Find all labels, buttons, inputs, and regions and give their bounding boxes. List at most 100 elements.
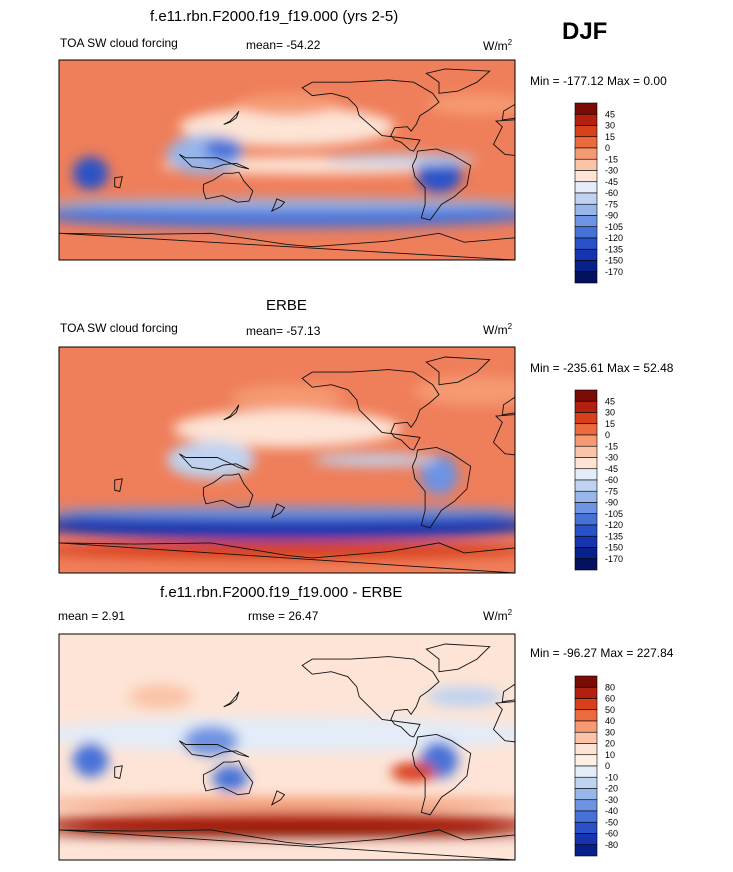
colorbar-tick-label: -15 — [605, 154, 618, 164]
colorbar-swatch — [574, 170, 598, 183]
colorbar-swatch — [574, 147, 598, 160]
panel-2-units: W/m2 — [483, 322, 513, 337]
colorbar-tick-label: -40 — [605, 806, 618, 816]
colorbar-tick-label: -135 — [605, 531, 623, 541]
colorbar-tick-label: 30 — [605, 408, 615, 418]
coastline — [425, 643, 491, 673]
field-blob — [128, 684, 192, 710]
colorbar-tick-label: -120 — [605, 233, 623, 243]
map-frame — [58, 346, 516, 574]
coastline — [59, 542, 515, 573]
colorbar-swatch — [574, 547, 598, 560]
colorbar-swatch — [574, 389, 598, 402]
panel-1-minmax: Min = -177.12 Max = 0.00 — [530, 74, 667, 88]
colorbar-tick-label: 80 — [605, 682, 615, 692]
colorbar-tick-label: 0 — [605, 430, 610, 440]
panel-2-left-label: TOA SW cloud forcing — [60, 321, 178, 335]
colorbar-tick-label: -150 — [605, 543, 623, 553]
colorbar-swatch — [574, 686, 598, 699]
season-label: DJF — [562, 18, 608, 45]
field-blob — [59, 812, 515, 833]
colorbar-swatch — [574, 423, 598, 436]
coastline — [223, 110, 240, 125]
panel-2-minmax: Min = -235.61 Max = 52.48 — [530, 361, 674, 375]
field-blob — [173, 409, 401, 448]
colorbar-swatch — [574, 113, 598, 126]
colorbar-tick-label: -150 — [605, 256, 623, 266]
colorbar-swatch — [574, 720, 598, 733]
field-blob — [230, 384, 344, 410]
colorbar-tick-label: -10 — [605, 772, 618, 782]
colorbar-tick-label: -30 — [605, 453, 618, 463]
colorbar-tick-label: -170 — [605, 267, 623, 277]
colorbar-swatch — [574, 434, 598, 447]
coastline — [301, 656, 440, 738]
coastline — [270, 790, 286, 806]
field-blob — [59, 797, 515, 810]
coastline — [501, 683, 515, 703]
colorbar-tick-label: -20 — [605, 784, 618, 794]
field-blob — [72, 156, 109, 190]
colorbar-swatch — [574, 468, 598, 481]
coastline — [501, 103, 515, 121]
colorbar-tick-label: -105 — [605, 509, 623, 519]
field-blob — [59, 203, 515, 228]
field-blob — [72, 741, 109, 778]
field-blob — [325, 154, 477, 166]
coastline — [178, 453, 250, 471]
colorbar-tick-label: -30 — [605, 795, 618, 805]
field-blob — [166, 441, 256, 479]
field-blob — [204, 137, 243, 160]
colorbar-tick-label: -60 — [605, 188, 618, 198]
colorbar-swatch — [574, 535, 598, 548]
colorbar-swatch — [574, 799, 598, 812]
panel-1-stat-label: mean= -54.22 — [246, 38, 321, 52]
colorbar-tick-label: -45 — [605, 464, 618, 474]
coastline — [425, 356, 491, 386]
colorbar-tick-label: -90 — [605, 498, 618, 508]
coastline — [411, 446, 472, 529]
colorbar-swatch — [574, 524, 598, 537]
colorbar-swatch — [574, 260, 598, 273]
colorbar-swatch — [574, 226, 598, 239]
colorbar-swatch — [574, 844, 598, 857]
colorbar-tick-label: -90 — [605, 211, 618, 221]
field-blob — [390, 762, 437, 783]
panel-3-minmax: Min = -96.27 Max = 227.84 — [530, 646, 674, 660]
field-blob — [212, 765, 248, 791]
colorbar-swatch — [574, 136, 598, 149]
colorbar-swatch — [574, 412, 598, 425]
colorbar-tick-label: 30 — [605, 727, 615, 737]
coastline — [114, 765, 123, 779]
coastline — [492, 119, 515, 156]
colorbar-tick-label: 0 — [605, 143, 610, 153]
coastline — [59, 232, 515, 260]
colorbar-swatch — [574, 833, 598, 846]
coastlines — [59, 68, 515, 260]
colorbar-tick-label: 45 — [605, 109, 615, 119]
field-blob — [59, 506, 515, 520]
panel-3-left-label: mean = 2.91 — [58, 609, 126, 623]
colorbar-swatch — [574, 513, 598, 526]
colorbar-tick-label: 10 — [605, 750, 615, 760]
colorbar-tick-label: 15 — [605, 419, 615, 429]
panel-1-left-label: TOA SW cloud forcing — [60, 36, 178, 50]
panel-1-title: f.e11.rbn.F2000.f19_f19.000 (yrs 2-5) — [150, 8, 399, 25]
colorbar-swatch — [574, 102, 598, 115]
coastline — [114, 478, 123, 492]
colorbar-swatch — [574, 237, 598, 250]
colorbar-swatch — [574, 821, 598, 834]
map-panel-2 — [59, 347, 515, 573]
coastline — [178, 740, 250, 758]
map-panel-3 — [59, 634, 515, 860]
colorbar-swatch — [574, 558, 598, 571]
colorbar-swatch — [574, 445, 598, 458]
field-blob — [236, 93, 338, 116]
colorbar-tick-label: -75 — [605, 486, 618, 496]
field-blob — [59, 827, 515, 838]
colorbar-tick-label: -75 — [605, 199, 618, 209]
colorbar-tick-label: 30 — [605, 121, 615, 131]
coastlines — [59, 643, 515, 860]
